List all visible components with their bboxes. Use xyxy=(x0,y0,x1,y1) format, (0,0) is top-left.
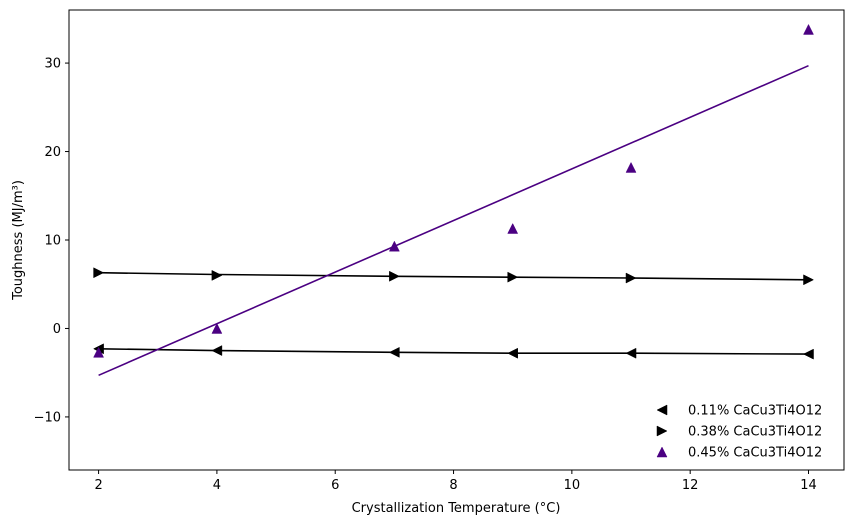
fit-line-series-1 xyxy=(98,271,809,281)
plot-frame xyxy=(68,9,845,471)
data-point-series-2 xyxy=(93,346,104,358)
data-point-series-2 xyxy=(803,23,814,35)
data-point-series-2 xyxy=(625,161,637,173)
x-axis-label: Crystallization Temperature (°C) xyxy=(352,501,561,516)
data-point-series-1 xyxy=(93,267,105,279)
legend-marker-series-1 xyxy=(656,425,668,437)
data-point-series-1 xyxy=(507,271,519,283)
data-point-series-0 xyxy=(802,348,814,360)
y-tick-label: 20 xyxy=(44,145,61,160)
legend: 0.11% CaCu3Ti4O12 0.38% CaCu3Ti4O12 0.45% … xyxy=(656,404,822,461)
y-tick-label: 10 xyxy=(44,234,61,249)
data-point-series-0 xyxy=(211,345,223,356)
data-point-series-1 xyxy=(389,270,400,282)
y-axis-label: Toughness (MJ/m³) xyxy=(11,180,26,301)
x-tick-label: 6 xyxy=(331,478,339,493)
fit-lines xyxy=(98,64,809,377)
x-tick-label: 12 xyxy=(682,478,699,493)
x-tick-label: 14 xyxy=(800,478,817,493)
x-tick-label: 8 xyxy=(449,478,457,493)
y-tick-label: 30 xyxy=(44,57,61,72)
x-tick-label: 2 xyxy=(94,478,102,493)
x-tick-label: 4 xyxy=(213,478,221,493)
data-point-series-0 xyxy=(507,347,518,359)
data-points xyxy=(93,23,815,360)
legend-marker-series-2 xyxy=(656,446,668,458)
data-point-series-1 xyxy=(625,272,637,284)
legend-label-series-0: 0.11% CaCu3Ti4O12 xyxy=(688,404,822,419)
y-tick-label: 0 xyxy=(53,322,61,337)
legend-marker-series-0 xyxy=(656,404,668,416)
legend-label-series-2: 0.45% CaCu3Ti4O12 xyxy=(688,446,822,461)
data-point-series-0 xyxy=(388,346,400,358)
x-tick-label: 10 xyxy=(564,478,581,493)
data-point-series-0 xyxy=(625,347,637,359)
data-point-series-1 xyxy=(211,269,223,281)
data-point-series-2 xyxy=(388,240,400,252)
fit-line-series-2 xyxy=(98,64,809,377)
data-point-series-1 xyxy=(803,274,815,286)
x-axis-ticks: 2 4 6 8 10 12 14 xyxy=(94,470,817,493)
y-axis-ticks: −10 0 10 20 30 xyxy=(34,57,69,425)
legend-label-series-1: 0.38% CaCu3Ti4O12 xyxy=(688,425,822,440)
fit-line-series-0 xyxy=(98,348,809,355)
y-tick-label: −10 xyxy=(34,410,61,425)
data-point-series-2 xyxy=(507,222,519,234)
data-point-series-2 xyxy=(211,322,223,334)
